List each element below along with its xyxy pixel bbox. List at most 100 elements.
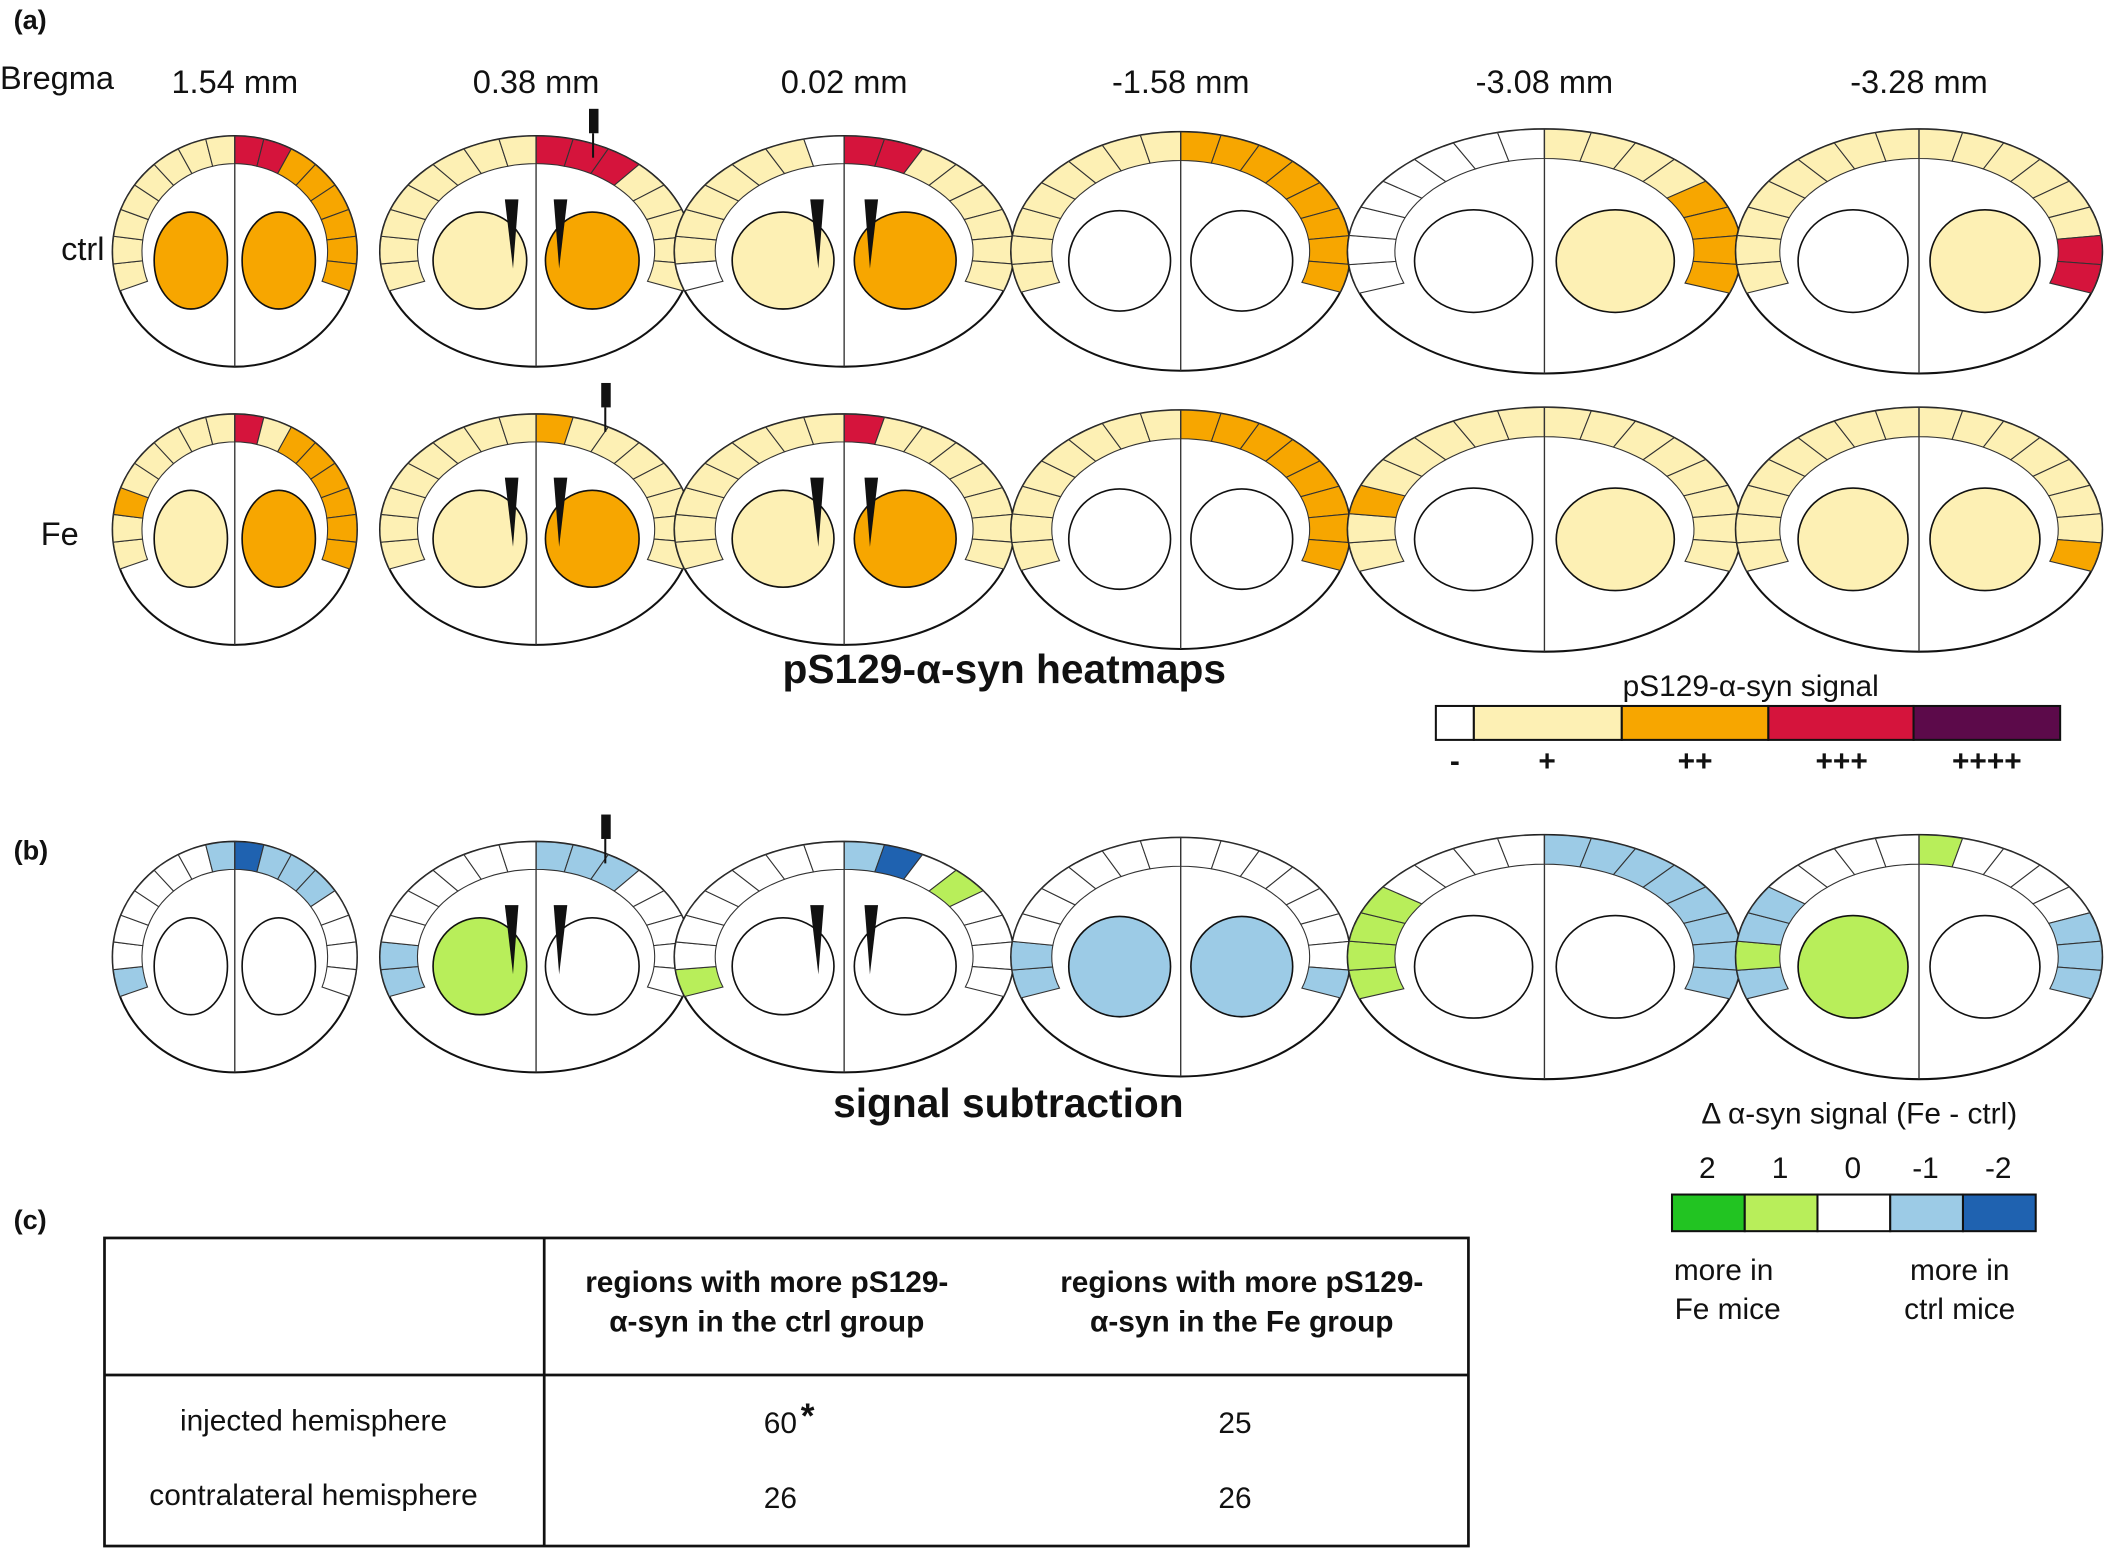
row-label: ctrl: [61, 231, 104, 267]
cortex-region: [1684, 260, 1741, 294]
bregma-level: -3.08 mm: [1476, 64, 1614, 100]
legend-level: ++++: [1952, 745, 2022, 778]
cortex-region: [1692, 513, 1742, 544]
cortex-region: [2049, 260, 2102, 294]
table-header: regions with more pS129-: [1060, 1266, 1423, 1299]
cortex-region: [1347, 940, 1397, 971]
cortex-region: [971, 235, 1015, 265]
inner-region: [731, 916, 835, 1016]
cortex-region: [971, 941, 1015, 971]
cortex-region: [673, 235, 717, 265]
legend-title: Δ α-syn signal (Fe - ctrl): [1701, 1098, 2017, 1131]
bregma-level: 0.02 mm: [781, 64, 908, 100]
panel-label: (c): [14, 1204, 47, 1235]
inner-region: [153, 211, 229, 310]
cortex-region: [971, 513, 1015, 543]
brain-sections: [111, 108, 2104, 1081]
cell: 60: [764, 1407, 797, 1440]
legend-note: more in: [1674, 1254, 1774, 1287]
bregma-level: 0.38 mm: [473, 64, 600, 100]
legend-swatch: [1912, 704, 2062, 741]
legend-level: -2: [1985, 1152, 2012, 1185]
cortex-region: [1010, 235, 1054, 265]
cortex-region: [1692, 234, 1742, 266]
inner-region: [1190, 209, 1294, 312]
cortex-region: [2049, 539, 2102, 572]
injection-needle: [601, 814, 611, 839]
legend-level: -: [1450, 745, 1460, 778]
legend-note: Fe mice: [1675, 1293, 1781, 1326]
legend-level: ++: [1678, 745, 1713, 778]
cortex-region: [1347, 513, 1397, 544]
cortex-region: [1684, 539, 1741, 572]
inner-region: [731, 211, 835, 310]
cortex-region: [673, 941, 717, 971]
cortex-region: [1735, 940, 1782, 971]
table-border: [103, 1236, 1470, 1548]
table: regions with more pS129- α-syn in the ct…: [103, 1236, 1470, 1548]
inner-region: [853, 916, 957, 1016]
cortex-region: [1301, 538, 1351, 572]
legend-swatch: [1434, 704, 1475, 741]
panel-label: (a): [14, 4, 47, 35]
legend-swatch: [1472, 704, 1623, 741]
cortex-region: [1307, 235, 1351, 265]
legend-swatch: [1670, 1193, 1746, 1233]
ventricle: [810, 199, 824, 269]
ventricle: [810, 905, 824, 975]
inner-region: [1797, 914, 1909, 1019]
inner-region: [432, 489, 528, 589]
inner-region: [1067, 915, 1172, 1018]
inner-region: [1929, 487, 2041, 592]
cortex-region: [379, 513, 420, 543]
bregma-label: Bregma: [0, 60, 115, 96]
cortex-region: [112, 513, 144, 543]
legend-note: ctrl mice: [1904, 1293, 2015, 1326]
cell: 26: [1218, 1482, 1251, 1515]
cortex-region: [1735, 513, 1782, 544]
cortex-region: [964, 965, 1014, 998]
cell: 25: [1218, 1407, 1251, 1440]
legend-swatch: [1889, 1193, 1964, 1233]
bregma-level: -3.28 mm: [1850, 64, 1988, 100]
cortex-region: [321, 965, 357, 998]
legend-level: 0: [1844, 1152, 1861, 1185]
cortex-region: [1307, 513, 1351, 544]
inner-region: [1555, 914, 1676, 1019]
cortex-region: [379, 235, 420, 265]
row-label: injected hemisphere: [180, 1404, 447, 1437]
legend-note: more in: [1910, 1254, 2010, 1287]
cortex-region: [379, 941, 420, 971]
inner-region: [432, 211, 528, 310]
cortex-region: [321, 260, 357, 292]
table-header: regions with more pS129-: [585, 1266, 948, 1299]
inner-region: [153, 489, 229, 589]
inner-region: [544, 916, 640, 1016]
cortex-region: [2049, 966, 2102, 1000]
inner-region: [1929, 914, 2041, 1019]
legend-swatch: [1961, 1193, 2037, 1233]
cortex-region: [1010, 940, 1054, 971]
cortex-region: [1735, 234, 1782, 266]
cortex-region: [1692, 940, 1742, 971]
cortex-region: [964, 538, 1014, 570]
inner-region: [1413, 914, 1534, 1019]
ventricle: [553, 477, 568, 547]
legend-level: +++: [1815, 745, 1867, 778]
ventricle: [504, 199, 519, 269]
legend-swatch: [1816, 1193, 1892, 1233]
legend-swatch: [1743, 1193, 1819, 1233]
table-header: α-syn in the Fe group: [1090, 1305, 1394, 1338]
cortex-region: [112, 941, 144, 971]
inner-region: [1067, 209, 1172, 312]
legend-level: 2: [1699, 1152, 1716, 1185]
significance-mark: *: [801, 1397, 815, 1436]
injection-needle: [589, 108, 599, 134]
inner-region: [1190, 488, 1294, 591]
cortex-region: [326, 941, 358, 971]
cortex-region: [2056, 513, 2103, 544]
ventricle: [553, 905, 568, 975]
panel-label: (b): [14, 835, 49, 866]
legend-level: -1: [1912, 1152, 1939, 1185]
table-header: α-syn in the ctrl group: [609, 1305, 924, 1338]
